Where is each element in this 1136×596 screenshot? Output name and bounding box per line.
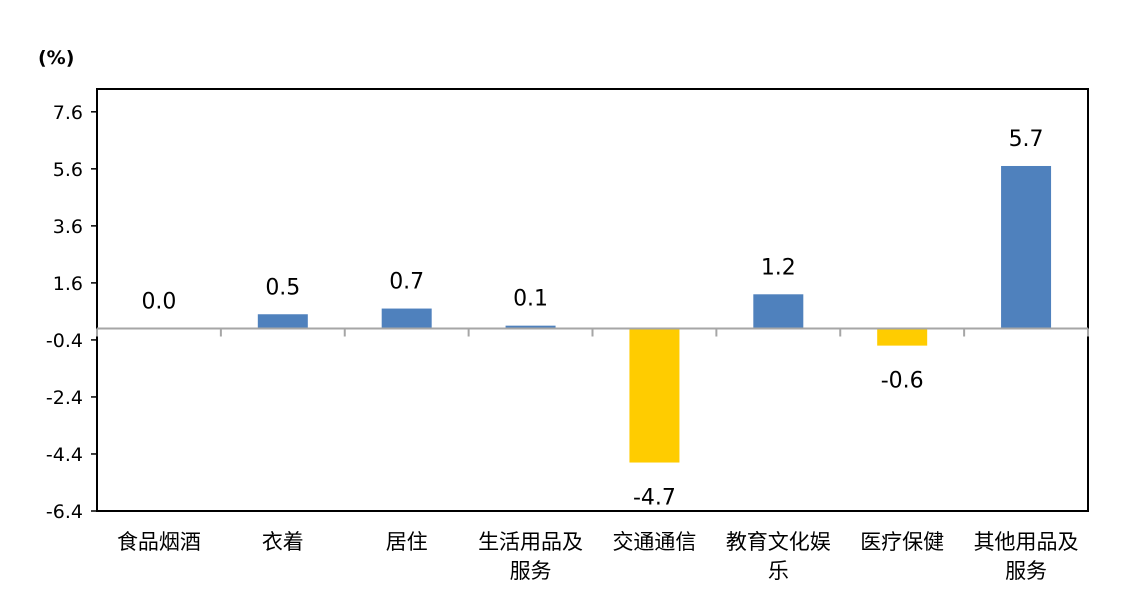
x-axis (96, 327, 1089, 337)
y-tick-label: 7.6 (53, 102, 83, 124)
data-label: 5.7 (1009, 127, 1044, 152)
bar (257, 314, 308, 329)
y-axis: -6.4 -4.4 -2.4 -0.4 1.6 3.6 5.6 7.6 (46, 102, 97, 523)
bar (629, 328, 680, 463)
data-label: 0.7 (389, 270, 424, 295)
y-tick-label: -6.4 (46, 501, 83, 523)
y-tick-label: 3.6 (53, 216, 83, 238)
data-labels: 0.0 0.5 0.7 0.1 -4.7 1.2 -0.6 5.7 (141, 127, 1043, 511)
data-label: 1.2 (761, 255, 796, 280)
y-tick-label: 1.6 (53, 273, 83, 295)
y-tick-label: -0.4 (46, 330, 83, 352)
data-label: -4.7 (633, 486, 676, 511)
category-label: 服务 (1005, 559, 1047, 583)
data-label: 0.0 (141, 290, 176, 315)
category-label: 教育文化娱 (726, 530, 831, 554)
bar (877, 328, 928, 346)
category-label: 生活用品及 (478, 530, 583, 554)
bars (257, 165, 1052, 463)
plot-frame (96, 88, 1089, 512)
category-label: 其他用品及 (974, 530, 1079, 554)
data-label: 0.1 (513, 287, 548, 312)
data-label: 0.5 (265, 275, 300, 300)
category-label: 乐 (768, 559, 789, 583)
category-label: 衣着 (262, 530, 304, 554)
category-label: 交通通信 (612, 530, 696, 554)
category-label: 服务 (510, 559, 552, 583)
bar (381, 308, 432, 329)
category-label: 食品烟酒 (117, 530, 201, 554)
category-label: 医疗保健 (860, 530, 944, 554)
data-label: -0.6 (881, 369, 924, 394)
y-tick-label: -2.4 (46, 387, 83, 409)
category-label: 居住 (386, 530, 428, 554)
bar (505, 325, 556, 329)
y-tick-label: -4.4 (46, 444, 83, 466)
bar (1001, 165, 1052, 329)
bar (753, 294, 804, 329)
y-axis-unit-label: (%) (38, 47, 74, 69)
y-tick-label: 5.6 (53, 159, 83, 181)
